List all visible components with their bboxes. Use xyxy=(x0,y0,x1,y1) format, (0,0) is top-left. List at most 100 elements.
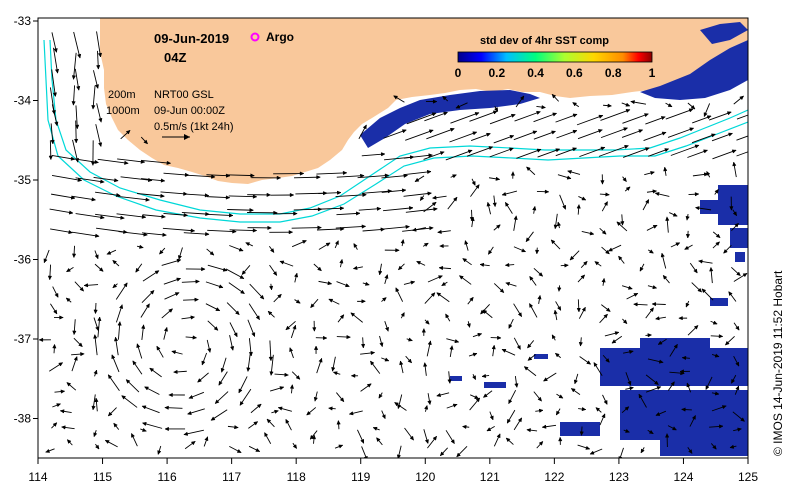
current-vector xyxy=(336,392,345,403)
current-vector xyxy=(424,292,436,304)
x-tick-label: 124 xyxy=(673,470,693,484)
current-vector xyxy=(168,392,185,398)
current-vector xyxy=(142,214,166,219)
current-vector xyxy=(381,188,407,193)
current-vector xyxy=(140,136,148,145)
current-vector xyxy=(551,334,556,341)
current-vector xyxy=(125,379,140,393)
current-vector xyxy=(285,321,296,331)
scale-arrow xyxy=(162,134,190,140)
current-vector xyxy=(711,132,733,142)
current-vector xyxy=(227,208,254,213)
current-vector xyxy=(73,337,83,348)
current-vector xyxy=(436,392,450,398)
current-vector xyxy=(639,263,645,272)
current-vector xyxy=(710,334,724,339)
current-vector xyxy=(132,360,143,375)
current-vector xyxy=(117,321,122,340)
current-vector xyxy=(647,358,664,364)
current-vector xyxy=(536,105,547,110)
current-vector xyxy=(361,152,386,157)
current-vector xyxy=(621,406,630,414)
current-vector xyxy=(370,360,381,374)
current-vector xyxy=(490,335,502,340)
current-vector xyxy=(471,178,476,186)
current-vector xyxy=(691,282,703,293)
current-vector xyxy=(395,287,404,302)
current-vector xyxy=(600,127,629,139)
current-vector xyxy=(97,158,129,165)
current-vector xyxy=(701,288,714,301)
current-vector xyxy=(421,328,426,336)
current-vector xyxy=(140,427,147,432)
current-vector xyxy=(268,245,275,253)
current-vector xyxy=(670,144,700,156)
current-vector xyxy=(461,424,470,430)
current-vector xyxy=(692,115,712,124)
current-vector xyxy=(163,326,168,340)
current-vector xyxy=(705,376,713,391)
current-vector xyxy=(458,275,472,285)
current-vector xyxy=(572,102,580,108)
current-vector xyxy=(513,215,518,231)
current-vector xyxy=(663,166,668,176)
current-vector xyxy=(313,391,318,402)
current-vector xyxy=(646,189,658,194)
current-vector xyxy=(447,371,452,384)
current-vector xyxy=(225,173,255,178)
current-vector xyxy=(339,258,344,268)
current-vector xyxy=(732,161,737,178)
current-vector xyxy=(399,360,404,374)
y-axis: -33 -34 -35 -36 -37 -38 xyxy=(14,14,38,426)
current-vector xyxy=(578,306,586,319)
current-vector xyxy=(447,196,458,210)
x-tick-label: 121 xyxy=(480,470,500,484)
current-vectors xyxy=(38,31,748,458)
current-vector xyxy=(710,320,718,325)
current-vector xyxy=(47,264,53,281)
current-vector xyxy=(372,426,380,431)
current-vector xyxy=(645,386,662,393)
current-vector xyxy=(508,389,517,405)
current-vector xyxy=(336,173,365,178)
current-vector xyxy=(532,205,537,214)
current-vector xyxy=(526,428,538,433)
current-vector xyxy=(449,345,454,358)
current-vector xyxy=(161,258,182,266)
current-vector xyxy=(551,93,560,102)
current-vector xyxy=(75,177,105,184)
current-vector xyxy=(602,394,608,405)
current-vector xyxy=(645,333,653,338)
current-vector xyxy=(93,70,99,90)
current-vector xyxy=(75,105,80,130)
current-vector xyxy=(50,228,73,235)
current-vector xyxy=(203,436,209,447)
current-vector xyxy=(419,195,425,202)
current-vector xyxy=(733,95,745,105)
current-vector xyxy=(470,132,491,141)
current-vector xyxy=(555,408,561,416)
current-vector xyxy=(466,321,471,328)
current-vector xyxy=(164,292,180,300)
current-vector xyxy=(535,247,540,255)
current-vector xyxy=(269,386,285,392)
current-vector xyxy=(225,268,245,279)
current-vector xyxy=(712,231,721,239)
x-tick-label: 125 xyxy=(738,470,758,484)
current-vector xyxy=(400,238,405,247)
current-vector xyxy=(206,195,231,200)
current-vector xyxy=(205,281,224,289)
current-vector xyxy=(274,211,298,216)
current-vector xyxy=(131,432,138,447)
current-vector xyxy=(248,421,259,429)
current-vector xyxy=(598,144,630,157)
current-vector xyxy=(112,259,120,267)
current-vector xyxy=(472,373,476,381)
current-vector xyxy=(214,391,229,404)
current-vector xyxy=(607,244,622,252)
current-vector xyxy=(529,275,537,286)
current-vector xyxy=(513,337,521,350)
current-vector xyxy=(712,241,720,249)
current-vector xyxy=(207,320,219,331)
current-vector xyxy=(504,201,513,214)
